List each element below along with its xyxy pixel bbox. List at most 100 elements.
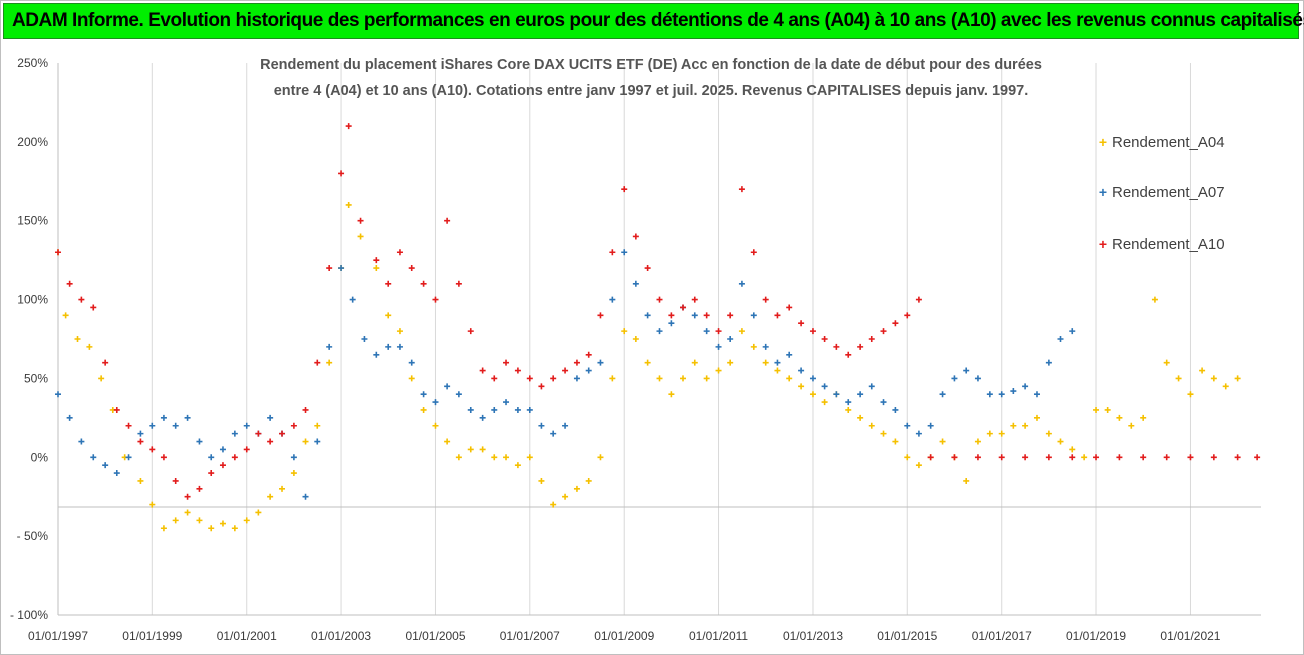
data-point <box>338 265 345 272</box>
data-point <box>974 438 981 445</box>
data-point <box>1022 422 1029 429</box>
data-point <box>762 296 769 303</box>
data-point <box>432 296 439 303</box>
data-point <box>974 454 981 461</box>
data-point <box>420 391 427 398</box>
data-point <box>927 422 934 429</box>
data-point <box>880 430 887 437</box>
x-tick-labels: 01/01/1997 01/01/1999 01/01/2001 01/01/2003… <box>28 629 1221 643</box>
data-point <box>668 320 675 327</box>
data-point <box>632 336 639 342</box>
subtitle-line-2: entre 4 (A04) et 10 ans (A10). Cotations… <box>274 83 1029 99</box>
data-point <box>408 265 415 272</box>
data-point <box>208 525 215 532</box>
legend-item-a07: + Rendement_A07 <box>1099 184 1225 201</box>
data-point <box>845 406 852 413</box>
x-tick-label: 01/01/2013 <box>783 629 843 643</box>
data-point <box>338 170 345 177</box>
data-point <box>691 312 698 319</box>
data-point <box>833 343 840 350</box>
data-point <box>243 517 250 524</box>
data-point <box>1045 430 1052 437</box>
data-point <box>479 446 486 453</box>
subtitle-line-1: Rendement du placement iShares Core DAX … <box>260 57 1042 73</box>
data-point <box>184 414 191 421</box>
data-point <box>526 406 533 413</box>
y-tick-label: 150% <box>17 214 48 228</box>
data-point <box>184 493 191 500</box>
data-point <box>66 280 73 287</box>
data-point <box>479 367 486 374</box>
x-tick-label: 01/01/2017 <box>972 629 1032 643</box>
data-point <box>845 351 852 358</box>
data-point <box>385 343 392 350</box>
data-point <box>455 280 462 287</box>
data-point <box>196 485 203 492</box>
data-point <box>357 217 364 224</box>
data-point <box>868 336 875 342</box>
data-point <box>267 414 274 421</box>
data-point <box>868 383 875 390</box>
title-banner: ADAM Informe. Evolution historique des p… <box>3 3 1304 39</box>
x-tick-label: 01/01/1999 <box>122 629 182 643</box>
data-point <box>1045 454 1052 461</box>
data-point <box>597 312 604 319</box>
data-point <box>444 383 451 390</box>
data-point <box>503 399 510 406</box>
data-point <box>279 430 286 437</box>
data-point <box>1116 454 1123 461</box>
data-point <box>986 391 993 398</box>
series-rendement-a04 <box>55 201 1241 532</box>
data-point <box>231 525 238 532</box>
legend-label-a07: Rendement_A07 <box>1112 184 1225 201</box>
data-point <box>656 375 663 382</box>
data-point <box>172 477 179 484</box>
data-point <box>845 399 852 406</box>
data-point <box>326 265 333 272</box>
data-point <box>172 517 179 524</box>
data-point <box>892 320 899 327</box>
data-point <box>255 509 262 516</box>
data-point <box>585 351 592 358</box>
x-tick-label: 01/01/2011 <box>689 629 748 643</box>
data-point <box>396 249 403 256</box>
data-point <box>1022 454 1029 461</box>
data-point <box>857 343 864 350</box>
data-point <box>137 430 144 437</box>
data-point <box>562 422 569 429</box>
data-point <box>1151 296 1158 303</box>
data-point <box>302 493 309 500</box>
axes <box>57 63 1261 616</box>
data-point <box>857 391 864 398</box>
data-point <box>1093 454 1100 461</box>
data-point <box>243 446 250 453</box>
data-point <box>503 454 510 461</box>
data-point <box>231 430 238 437</box>
data-point <box>74 336 81 342</box>
data-point <box>750 312 757 319</box>
data-point <box>1140 414 1147 421</box>
data-point <box>326 359 333 366</box>
chart-subtitle: Rendement du placement iShares Core DAX … <box>260 57 1042 99</box>
legend-label-a04: Rendement_A04 <box>1112 134 1225 151</box>
data-point <box>715 343 722 350</box>
data-point <box>738 328 745 335</box>
data-point <box>562 367 569 374</box>
series-rendement-a10 <box>55 123 1261 500</box>
data-point <box>562 493 569 500</box>
data-point <box>691 296 698 303</box>
data-point <box>208 470 215 477</box>
data-point <box>880 328 887 335</box>
data-point <box>1210 454 1217 461</box>
data-point <box>1116 414 1123 421</box>
data-point <box>1010 388 1017 395</box>
data-point <box>786 304 793 311</box>
data-point <box>998 391 1005 398</box>
data-point <box>149 501 156 508</box>
data-point <box>467 406 474 413</box>
data-point <box>102 359 109 366</box>
data-point <box>290 422 297 429</box>
data-point <box>267 438 274 445</box>
